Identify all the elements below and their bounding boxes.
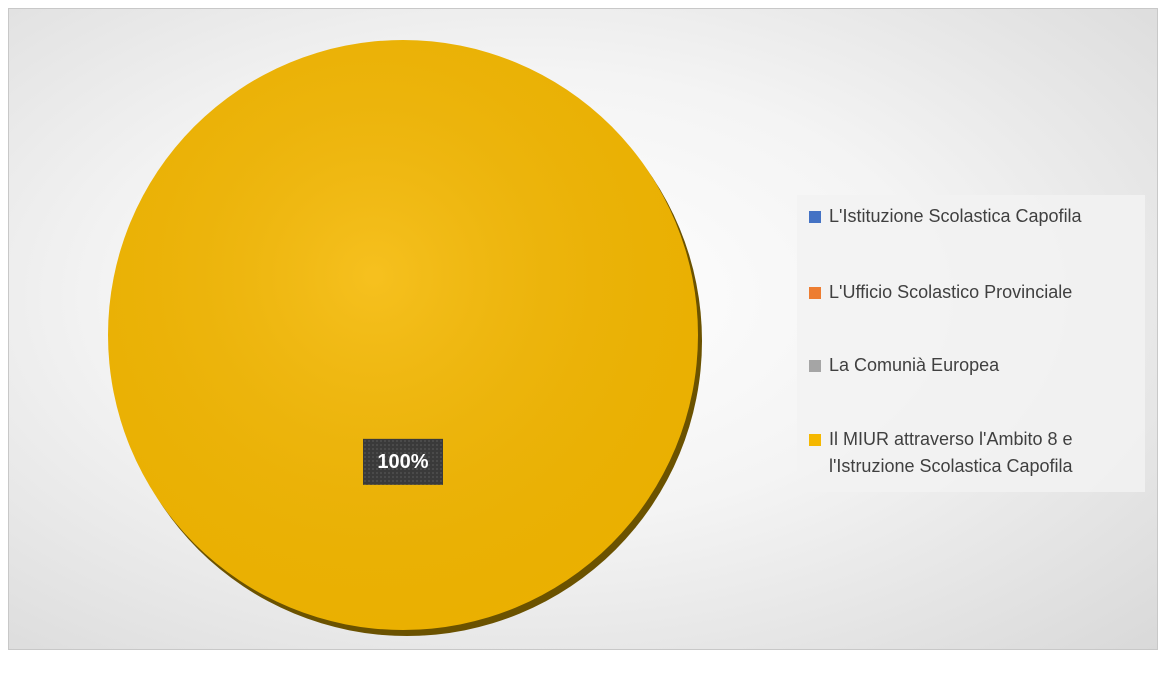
legend-swatch xyxy=(809,434,821,446)
legend-swatch xyxy=(809,360,821,372)
legend-label: L'Istituzione Scolastica Capofila xyxy=(829,206,1082,226)
legend-swatch xyxy=(809,211,821,223)
data-label: 100% xyxy=(377,451,428,473)
legend-item: La Comunià Europea xyxy=(809,352,1159,379)
legend-label: La Comunià Europea xyxy=(829,355,1000,375)
legend-label: Il MIUR attraverso l'Ambito 8 e l'Istruz… xyxy=(829,429,1073,476)
legend-label: L'Ufficio Scolastico Provinciale xyxy=(829,282,1073,302)
legend-swatch xyxy=(809,287,821,299)
legend-item: Il MIUR attraverso l'Ambito 8 e l'Istruz… xyxy=(809,426,1159,480)
data-label-box xyxy=(363,438,443,485)
legend-item: L'Istituzione Scolastica Capofila xyxy=(809,203,1159,230)
legend: L'Istituzione Scolastica Capofila L'Uffic… xyxy=(797,195,1145,492)
legend-item: L'Ufficio Scolastico Provinciale xyxy=(809,279,1159,306)
pie-shading xyxy=(108,40,698,630)
